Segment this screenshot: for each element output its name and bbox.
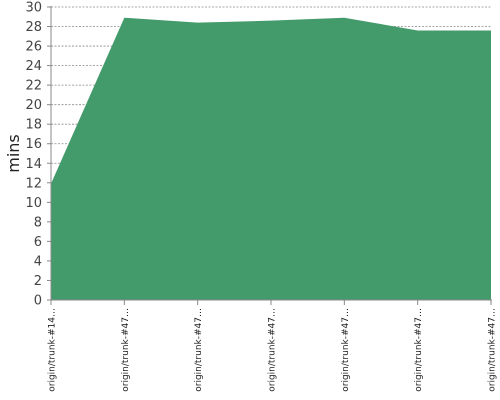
y-tick-label-8: 8 bbox=[34, 215, 42, 230]
y-tick-label-22: 22 bbox=[25, 79, 42, 94]
x-tick-label-3: origin/trunk-#47… bbox=[268, 308, 278, 392]
y-tick-label-24: 24 bbox=[25, 59, 42, 74]
y-tick-label-28: 28 bbox=[25, 20, 42, 35]
y-tick-label-2: 2 bbox=[34, 274, 42, 289]
y-tick-label-30: 30 bbox=[25, 1, 42, 16]
y-tick-label-0: 0 bbox=[34, 294, 42, 309]
y-axis-title: mins bbox=[4, 134, 23, 173]
y-tick-label-6: 6 bbox=[34, 235, 42, 250]
y-tick-label-26: 26 bbox=[25, 40, 42, 55]
area-layer bbox=[50, 17, 492, 300]
y-tick-label-20: 20 bbox=[25, 98, 42, 113]
area-series bbox=[51, 17, 491, 300]
y-tick-label-18: 18 bbox=[25, 118, 42, 133]
x-tick-label-6: origin/trunk-#47… bbox=[488, 308, 498, 392]
x-tick-label-2: origin/trunk-#47… bbox=[194, 308, 204, 392]
axis-layer bbox=[50, 6, 492, 305]
x-tick-labels: origin/trunk-#14… origin/trunk-#47… origin… bbox=[48, 308, 498, 392]
y-tick-label-10: 10 bbox=[25, 196, 42, 211]
x-tick-label-1: origin/trunk-#47… bbox=[121, 308, 131, 392]
y-tick-label-12: 12 bbox=[25, 176, 42, 191]
y-tick-label-4: 4 bbox=[34, 254, 42, 269]
x-tick-label-0: origin/trunk-#14… bbox=[48, 308, 58, 392]
x-tick-label-5: origin/trunk-#47… bbox=[414, 308, 424, 392]
y-tick-label-14: 14 bbox=[25, 157, 42, 172]
y-tick-label-16: 16 bbox=[25, 137, 42, 152]
x-tick-label-4: origin/trunk-#47… bbox=[341, 308, 351, 392]
